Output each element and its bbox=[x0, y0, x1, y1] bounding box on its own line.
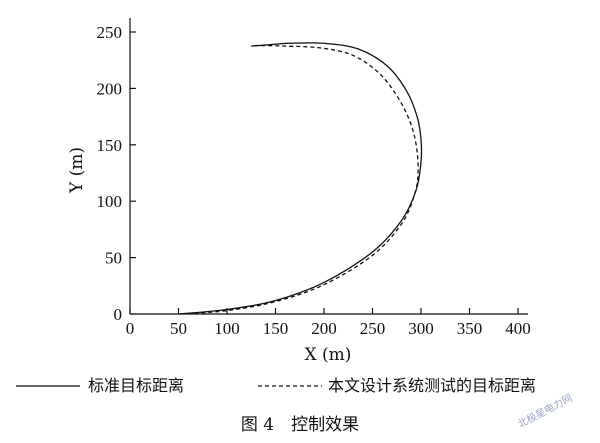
legend: 标准目标距离 本文设计系统测试的目标距离 bbox=[16, 376, 536, 395]
y-ticks: 0 50 100 150 200 250 bbox=[97, 23, 136, 324]
y-tick-label: 100 bbox=[97, 192, 123, 211]
x-tick-label: 200 bbox=[311, 319, 337, 338]
y-tick-label: 200 bbox=[97, 79, 123, 98]
x-tick-label: 0 bbox=[126, 319, 135, 338]
series-layer bbox=[178, 42, 423, 315]
y-tick-label: 250 bbox=[97, 23, 123, 42]
legend-label-test: 本文设计系统测试的目标距离 bbox=[328, 376, 536, 395]
series-line-standard bbox=[178, 42, 423, 315]
x-tick-label: 100 bbox=[214, 319, 240, 338]
x-tick-label: 150 bbox=[263, 319, 289, 338]
y-tick-label: 50 bbox=[105, 249, 122, 268]
series-line-test bbox=[180, 44, 419, 315]
x-tick-label: 250 bbox=[360, 319, 386, 338]
y-tick-label: 0 bbox=[114, 305, 123, 324]
y-tick-label: 150 bbox=[97, 136, 123, 155]
legend-label-standard: 标准目标距离 bbox=[88, 376, 184, 395]
x-axis-title: X (m) bbox=[305, 345, 352, 365]
figure-caption: 图 4 控制效果 bbox=[241, 415, 359, 435]
x-tick-label: 350 bbox=[457, 319, 483, 338]
axes: 0 50 100 150 200 250 300 350 400 0 50 100 150 200 250 bbox=[97, 18, 531, 338]
y-axis-title: Y (m) bbox=[67, 147, 87, 194]
x-tick-label: 50 bbox=[170, 319, 187, 338]
x-tick-label: 400 bbox=[505, 319, 531, 338]
x-tick-label: 300 bbox=[408, 319, 434, 338]
watermark-text: 北极星电力网 bbox=[515, 391, 574, 431]
x-ticks: 0 50 100 150 200 250 300 350 400 bbox=[126, 308, 531, 338]
